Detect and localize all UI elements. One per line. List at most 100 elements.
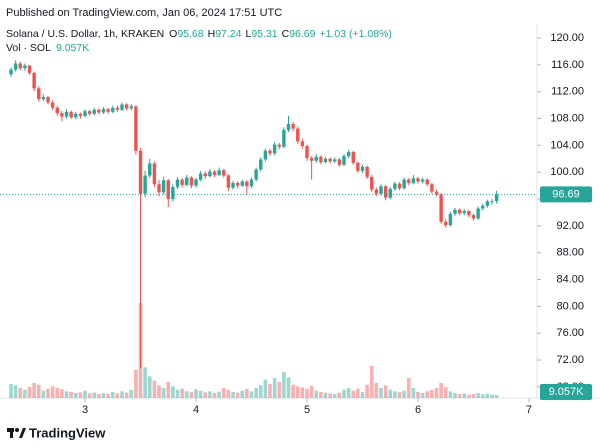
volume-bar [411, 388, 416, 398]
volume-bar [124, 392, 129, 398]
volume-bar [351, 390, 356, 398]
candle-body [124, 104, 129, 109]
volume-bar [92, 392, 97, 398]
volume-bar [397, 392, 402, 398]
volume-bar [467, 394, 471, 398]
volume-bar [235, 392, 240, 398]
volume-bar [356, 388, 360, 398]
y-tick-label: 72.00 [556, 354, 584, 366]
candle-body [300, 141, 305, 147]
y-tick-label: 80.00 [556, 300, 584, 312]
y-tick-label: 104.00 [550, 139, 584, 151]
candle-body [175, 179, 180, 187]
volume-bar [485, 393, 490, 398]
logo-text: TradingView [29, 425, 106, 440]
volume-bar [212, 393, 217, 398]
y-tick-label: 112.00 [551, 86, 584, 98]
candle-body [166, 180, 170, 200]
volume-bar [249, 391, 254, 398]
candle-body [129, 106, 133, 109]
candle-body [383, 186, 388, 198]
volume-bar [434, 388, 439, 398]
candle-body [32, 72, 36, 89]
candle-body [268, 150, 272, 154]
candle-body [448, 213, 453, 226]
candle-body [115, 107, 120, 110]
candle-body [148, 163, 152, 176]
volume-bar [161, 388, 166, 398]
volume-badge-label: 9.057K [549, 386, 585, 398]
volume-bar [134, 369, 138, 398]
volume-bar [430, 389, 434, 398]
volume-bar [319, 392, 323, 398]
volume-bar [50, 386, 55, 398]
ohlc-letter: L [245, 28, 251, 40]
y-tick-label: 116.00 [551, 59, 584, 71]
volume-bar [106, 393, 110, 398]
candle-body [333, 159, 337, 162]
volume-bar [494, 394, 499, 398]
volume-bar [300, 387, 305, 398]
ohlc-value: 95.31 [251, 28, 277, 40]
volume-bar [180, 388, 184, 398]
candle-body [471, 215, 476, 219]
candle-body [328, 158, 332, 162]
volume-bar [129, 390, 134, 398]
candle-body [226, 175, 231, 188]
volume-bar [175, 389, 180, 398]
volume-bar [32, 383, 36, 398]
candle-body [97, 109, 101, 113]
volume-bar [254, 388, 258, 398]
volume-bar [171, 386, 175, 398]
candle-body [453, 209, 457, 214]
volume-bar [406, 378, 411, 398]
volume-bar [189, 392, 194, 398]
volume-bar [263, 379, 268, 398]
volume-bar [457, 394, 462, 398]
volume-bar [18, 388, 23, 398]
volume-bar [226, 390, 231, 398]
candle-body [286, 123, 291, 130]
candle-body [198, 173, 203, 180]
volume-bar [291, 384, 295, 398]
volume-bar [221, 388, 226, 398]
candle-body [50, 102, 55, 108]
x-tick-label: 4 [193, 404, 199, 416]
volume-bar [342, 389, 346, 398]
candle-body [245, 181, 249, 187]
candle-body [259, 159, 263, 170]
candle-body [342, 156, 346, 165]
volume-bar [420, 393, 425, 398]
candle-body [457, 209, 462, 214]
candle-body [83, 111, 87, 116]
volume-bar [73, 393, 78, 398]
candle-body [13, 63, 18, 70]
candle-body [346, 152, 351, 157]
y-tick-label: 84.00 [556, 273, 584, 285]
candle-body [277, 144, 281, 147]
volume-bar [448, 391, 453, 398]
volume-bar [476, 393, 480, 398]
legend: Solana / U.S. Dollar, 1h, KRAKEN O95.68 H9… [6, 28, 392, 40]
volume-bar [110, 392, 115, 398]
y-tick-label: 76.00 [556, 327, 584, 339]
volume-bar [240, 390, 245, 398]
volume-bar [217, 391, 221, 398]
plot-area [9, 60, 499, 398]
volume-bar [23, 389, 27, 398]
candle-body [282, 129, 286, 147]
volume-bar [328, 393, 332, 398]
volume-bar [365, 384, 369, 398]
volume-bar [425, 391, 430, 398]
change: +1.03 (+1.08%) [319, 28, 391, 40]
candle-body [397, 183, 402, 189]
candle-body [157, 184, 161, 193]
candle-body [222, 170, 226, 176]
candle-body [74, 113, 78, 118]
x-tick-label: 6 [415, 404, 421, 416]
volume-bar [416, 392, 420, 398]
volume-bar [36, 384, 41, 398]
x-tick-label: 7 [526, 404, 532, 416]
candle-body [296, 128, 300, 142]
volume-bar [346, 388, 351, 398]
